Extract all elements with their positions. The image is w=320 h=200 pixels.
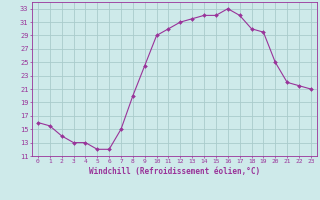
- X-axis label: Windchill (Refroidissement éolien,°C): Windchill (Refroidissement éolien,°C): [89, 167, 260, 176]
